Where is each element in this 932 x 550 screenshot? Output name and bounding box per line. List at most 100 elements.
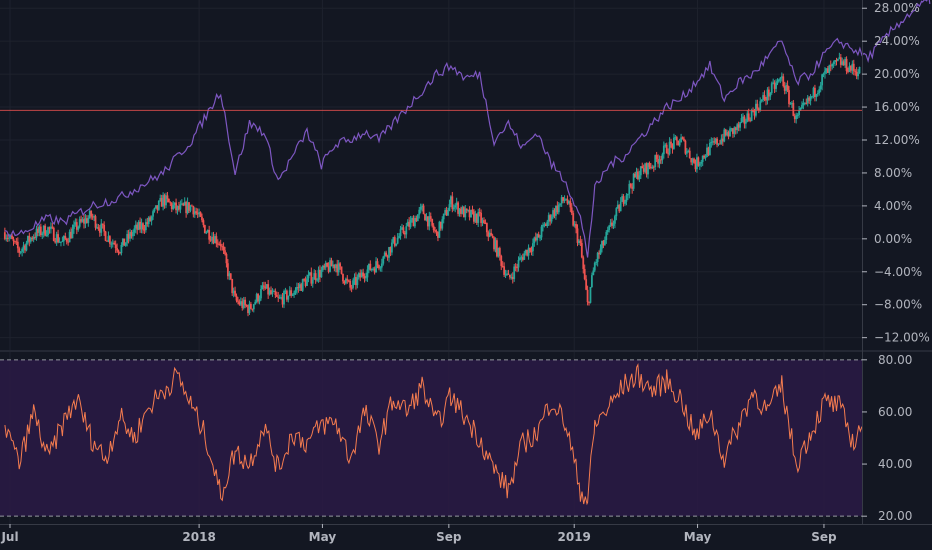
candle — [91, 213, 94, 220]
candle — [478, 207, 481, 217]
candle-body — [674, 137, 677, 139]
candle — [614, 214, 616, 229]
candle-body — [737, 124, 740, 128]
candle-body — [458, 208, 461, 214]
candle-body — [412, 217, 415, 227]
candle-body — [529, 247, 531, 251]
candle-body — [152, 211, 154, 217]
candle-body — [742, 116, 744, 119]
candle — [34, 232, 36, 240]
candle — [304, 276, 307, 288]
candle — [468, 206, 471, 221]
candle — [425, 213, 428, 222]
candle-body — [484, 222, 487, 224]
candle — [829, 60, 832, 72]
candle — [218, 241, 221, 246]
candle — [385, 250, 388, 257]
candle — [214, 234, 216, 244]
candle-body — [691, 158, 694, 163]
candle-body — [782, 76, 785, 86]
candle-body — [316, 279, 318, 281]
candle — [858, 66, 861, 74]
candle-body — [275, 295, 278, 297]
candle-body — [212, 236, 215, 244]
candle-body — [344, 278, 347, 284]
candle — [87, 215, 90, 227]
candle — [710, 137, 713, 148]
candle — [127, 229, 130, 244]
candle — [237, 296, 239, 305]
candle — [349, 278, 352, 291]
candle-body — [395, 243, 398, 246]
candle — [24, 244, 26, 254]
candle-body — [567, 201, 570, 204]
candle — [454, 203, 457, 213]
candle — [265, 284, 268, 289]
candle-body — [193, 211, 196, 215]
candle-body — [501, 265, 504, 267]
candle — [824, 67, 826, 79]
candle — [195, 207, 198, 216]
candle — [339, 261, 342, 270]
candle — [785, 82, 788, 94]
candle — [160, 194, 163, 207]
candle — [408, 217, 411, 231]
candle — [766, 87, 769, 105]
candle — [316, 278, 318, 283]
candle — [150, 215, 153, 226]
y-tick-label: 28.00% — [874, 1, 920, 15]
candle — [622, 194, 625, 207]
candle — [480, 209, 483, 227]
candle-body — [323, 265, 326, 268]
candle — [555, 205, 557, 220]
candle — [96, 223, 98, 230]
candle — [603, 236, 606, 246]
candle — [391, 239, 393, 256]
candle-body — [547, 215, 550, 222]
candle — [298, 282, 301, 292]
candle-body — [624, 201, 626, 204]
candle-body — [490, 232, 493, 236]
candle-body — [329, 260, 331, 272]
candle-body — [579, 240, 582, 243]
candle-body — [359, 273, 362, 278]
candle — [54, 237, 57, 244]
y-tick-label: −8.00% — [874, 298, 922, 312]
candle-body — [21, 248, 24, 252]
candle — [546, 219, 549, 228]
candle-body — [93, 216, 95, 218]
candle — [802, 98, 805, 110]
candle-body — [424, 214, 426, 221]
candle — [179, 200, 182, 214]
candle-body — [278, 297, 281, 299]
candle-body — [481, 220, 484, 223]
candle-body — [757, 108, 760, 111]
candle-body — [206, 229, 209, 233]
candle — [809, 94, 812, 106]
candle-body — [611, 222, 613, 226]
candle-body — [313, 273, 316, 280]
candle — [12, 236, 15, 246]
candle-body — [64, 236, 67, 239]
candle — [19, 250, 22, 255]
candle-body — [15, 241, 18, 243]
candle — [542, 222, 544, 232]
candle — [188, 202, 190, 214]
candle-body — [340, 266, 343, 274]
candle-body — [149, 217, 152, 221]
candle — [825, 68, 828, 74]
candle-body — [60, 241, 62, 243]
candle-body — [475, 213, 478, 223]
candle — [136, 222, 139, 235]
candle-body — [342, 273, 344, 282]
candle-body — [680, 137, 683, 143]
candle-body — [73, 224, 75, 229]
candle-body — [343, 281, 346, 284]
candle-body — [330, 260, 333, 267]
candle — [448, 199, 451, 212]
candle — [152, 209, 154, 220]
candle-body — [367, 263, 370, 270]
candle — [687, 149, 690, 153]
rsi-y-tick-label: 40.00 — [878, 457, 912, 471]
candle-body — [432, 225, 435, 231]
